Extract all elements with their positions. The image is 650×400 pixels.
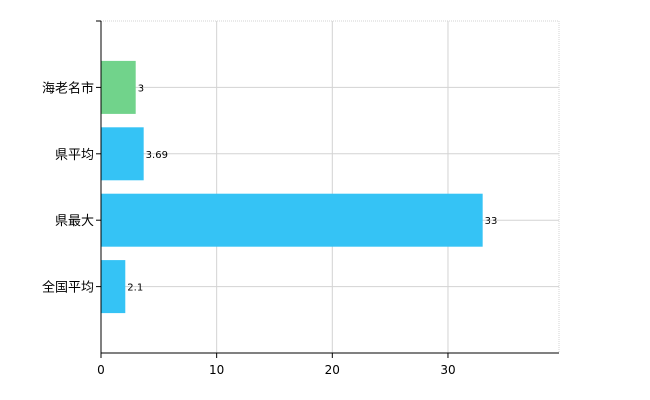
data-label: 3.69 [146, 150, 168, 161]
bar [101, 127, 144, 181]
data-label: 2.1 [127, 283, 143, 294]
y-tick-label: 県平均 [55, 148, 94, 163]
axes [96, 20, 559, 358]
x-tick-label: 20 [325, 363, 340, 377]
bar [101, 260, 126, 314]
bar [101, 193, 483, 247]
bar [101, 60, 136, 114]
grid-lines [101, 20, 560, 353]
x-tick-label: 30 [440, 363, 455, 377]
data-label: 33 [485, 216, 498, 227]
y-tick-label: 海老名市 [42, 80, 94, 96]
x-tick-label: 10 [209, 363, 224, 377]
y-tick-label: 全国平均 [42, 280, 94, 296]
y-tick-label: 県最大 [55, 214, 94, 229]
data-label: 3 [138, 83, 144, 94]
x-tick-label: 0 [97, 363, 105, 377]
bar-series [101, 60, 483, 314]
